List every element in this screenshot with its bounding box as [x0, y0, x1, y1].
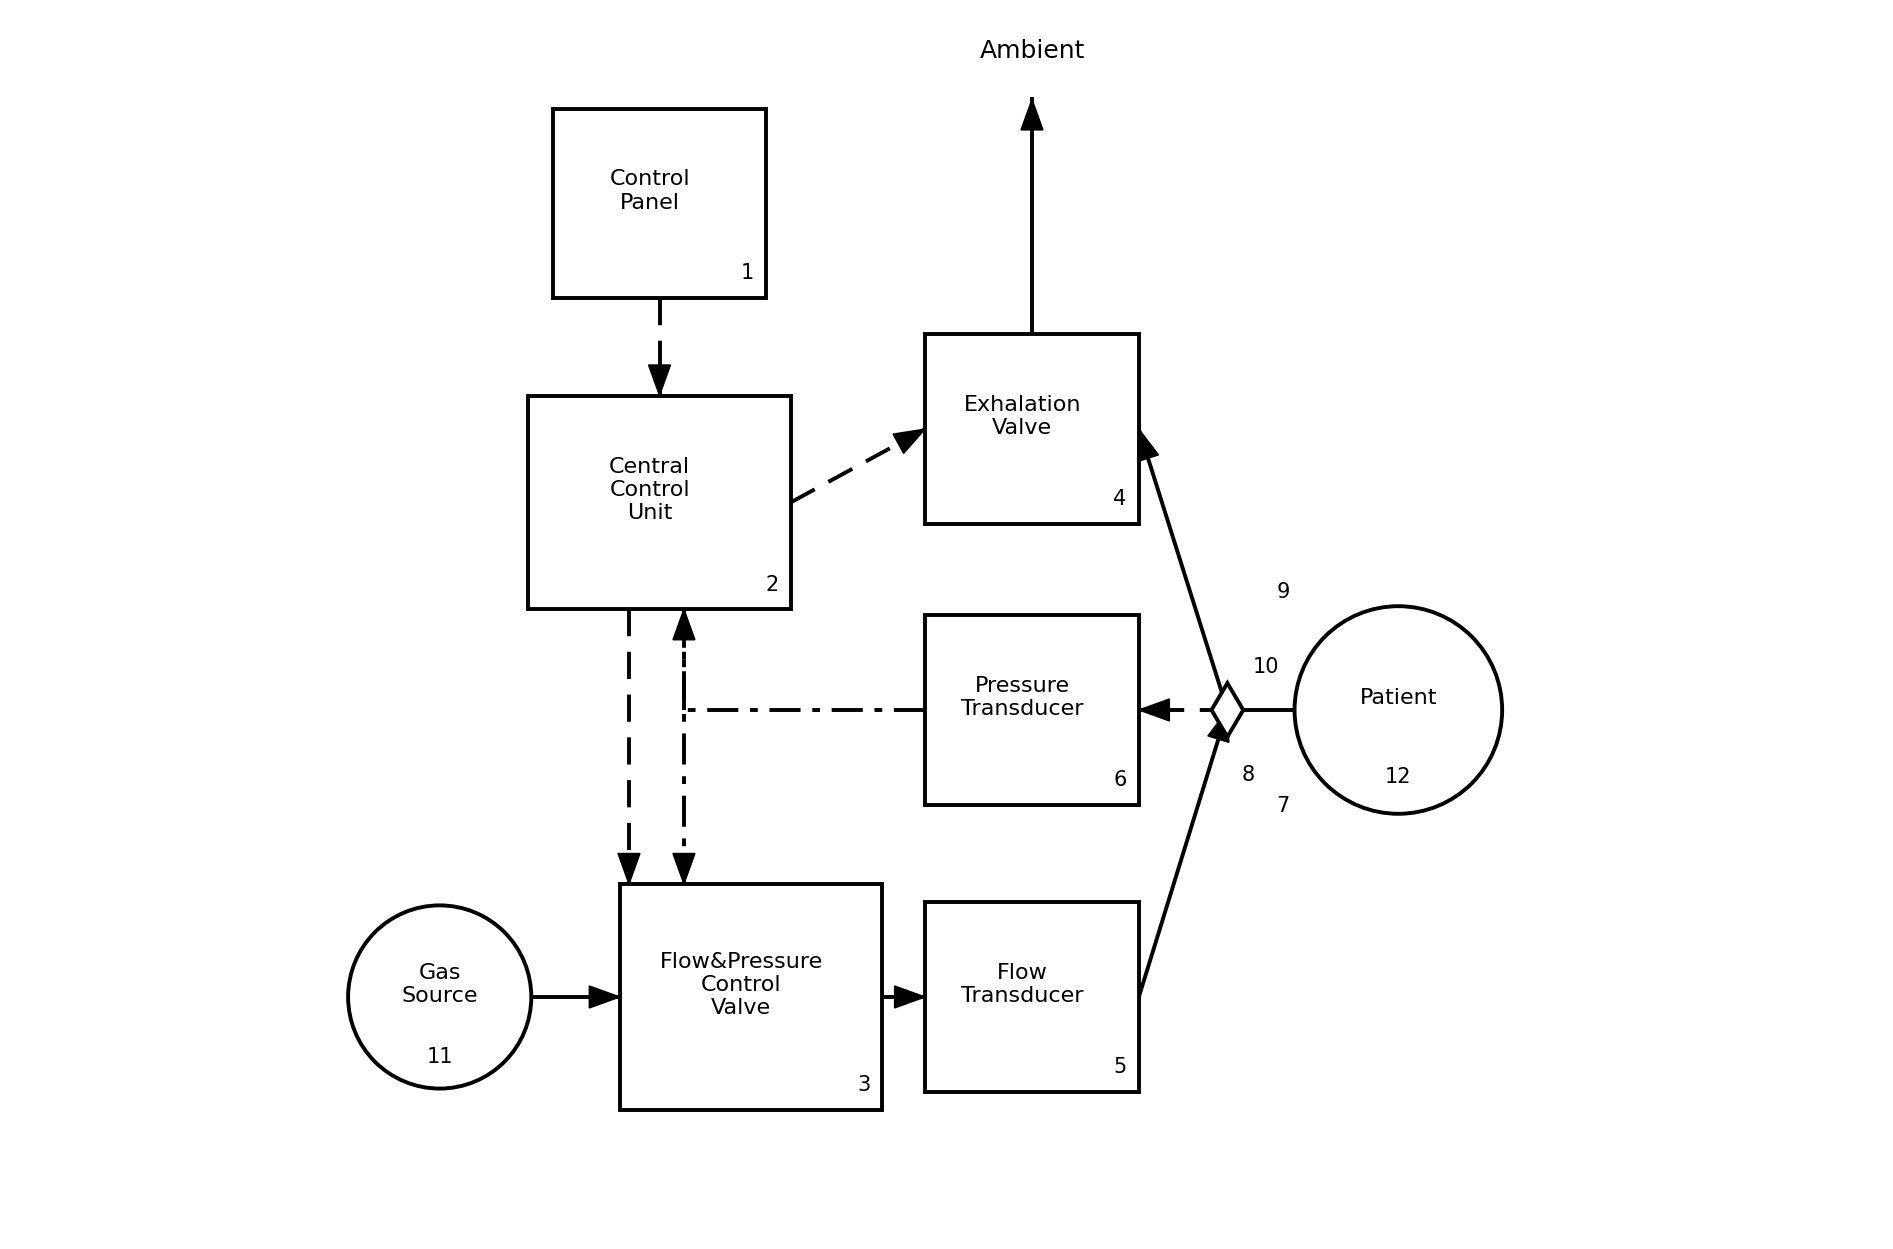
Polygon shape — [1212, 683, 1244, 737]
Polygon shape — [1208, 709, 1229, 742]
Polygon shape — [1138, 430, 1159, 462]
Polygon shape — [672, 853, 695, 884]
FancyBboxPatch shape — [528, 396, 791, 610]
FancyBboxPatch shape — [553, 109, 767, 297]
Polygon shape — [1020, 100, 1043, 130]
Text: Gas
Source: Gas Source — [401, 963, 477, 1007]
Text: 5: 5 — [1113, 1057, 1126, 1077]
Polygon shape — [617, 853, 640, 884]
Polygon shape — [895, 985, 926, 1008]
Text: Patient: Patient — [1359, 688, 1437, 708]
FancyBboxPatch shape — [926, 335, 1140, 523]
Polygon shape — [649, 365, 670, 396]
Text: 1: 1 — [740, 264, 753, 284]
Text: 9: 9 — [1276, 582, 1289, 602]
Text: Control
Panel: Control Panel — [610, 170, 691, 212]
FancyBboxPatch shape — [926, 902, 1140, 1092]
Text: 3: 3 — [858, 1075, 871, 1095]
FancyBboxPatch shape — [619, 884, 882, 1110]
Polygon shape — [589, 985, 619, 1008]
Text: 12: 12 — [1386, 767, 1412, 787]
Text: Central
Control
Unit: Central Control Unit — [610, 457, 691, 523]
Polygon shape — [1140, 699, 1170, 721]
Circle shape — [348, 906, 532, 1089]
Text: 2: 2 — [765, 575, 778, 595]
Text: Flow
Transducer: Flow Transducer — [962, 963, 1083, 1007]
Text: 10: 10 — [1253, 657, 1280, 677]
Text: Flow&Pressure
Control
Valve: Flow&Pressure Control Valve — [659, 952, 823, 1018]
FancyBboxPatch shape — [926, 616, 1140, 804]
Text: 8: 8 — [1242, 764, 1255, 784]
Text: 6: 6 — [1113, 769, 1126, 789]
Text: Pressure
Transducer: Pressure Transducer — [962, 676, 1083, 719]
Text: Exhalation
Valve: Exhalation Valve — [964, 395, 1081, 438]
Text: 4: 4 — [1113, 490, 1126, 510]
Polygon shape — [672, 610, 695, 639]
Circle shape — [1295, 606, 1503, 814]
Text: 11: 11 — [426, 1048, 452, 1068]
Polygon shape — [893, 430, 926, 453]
Text: 7: 7 — [1276, 796, 1289, 816]
Text: Ambient: Ambient — [979, 39, 1085, 62]
